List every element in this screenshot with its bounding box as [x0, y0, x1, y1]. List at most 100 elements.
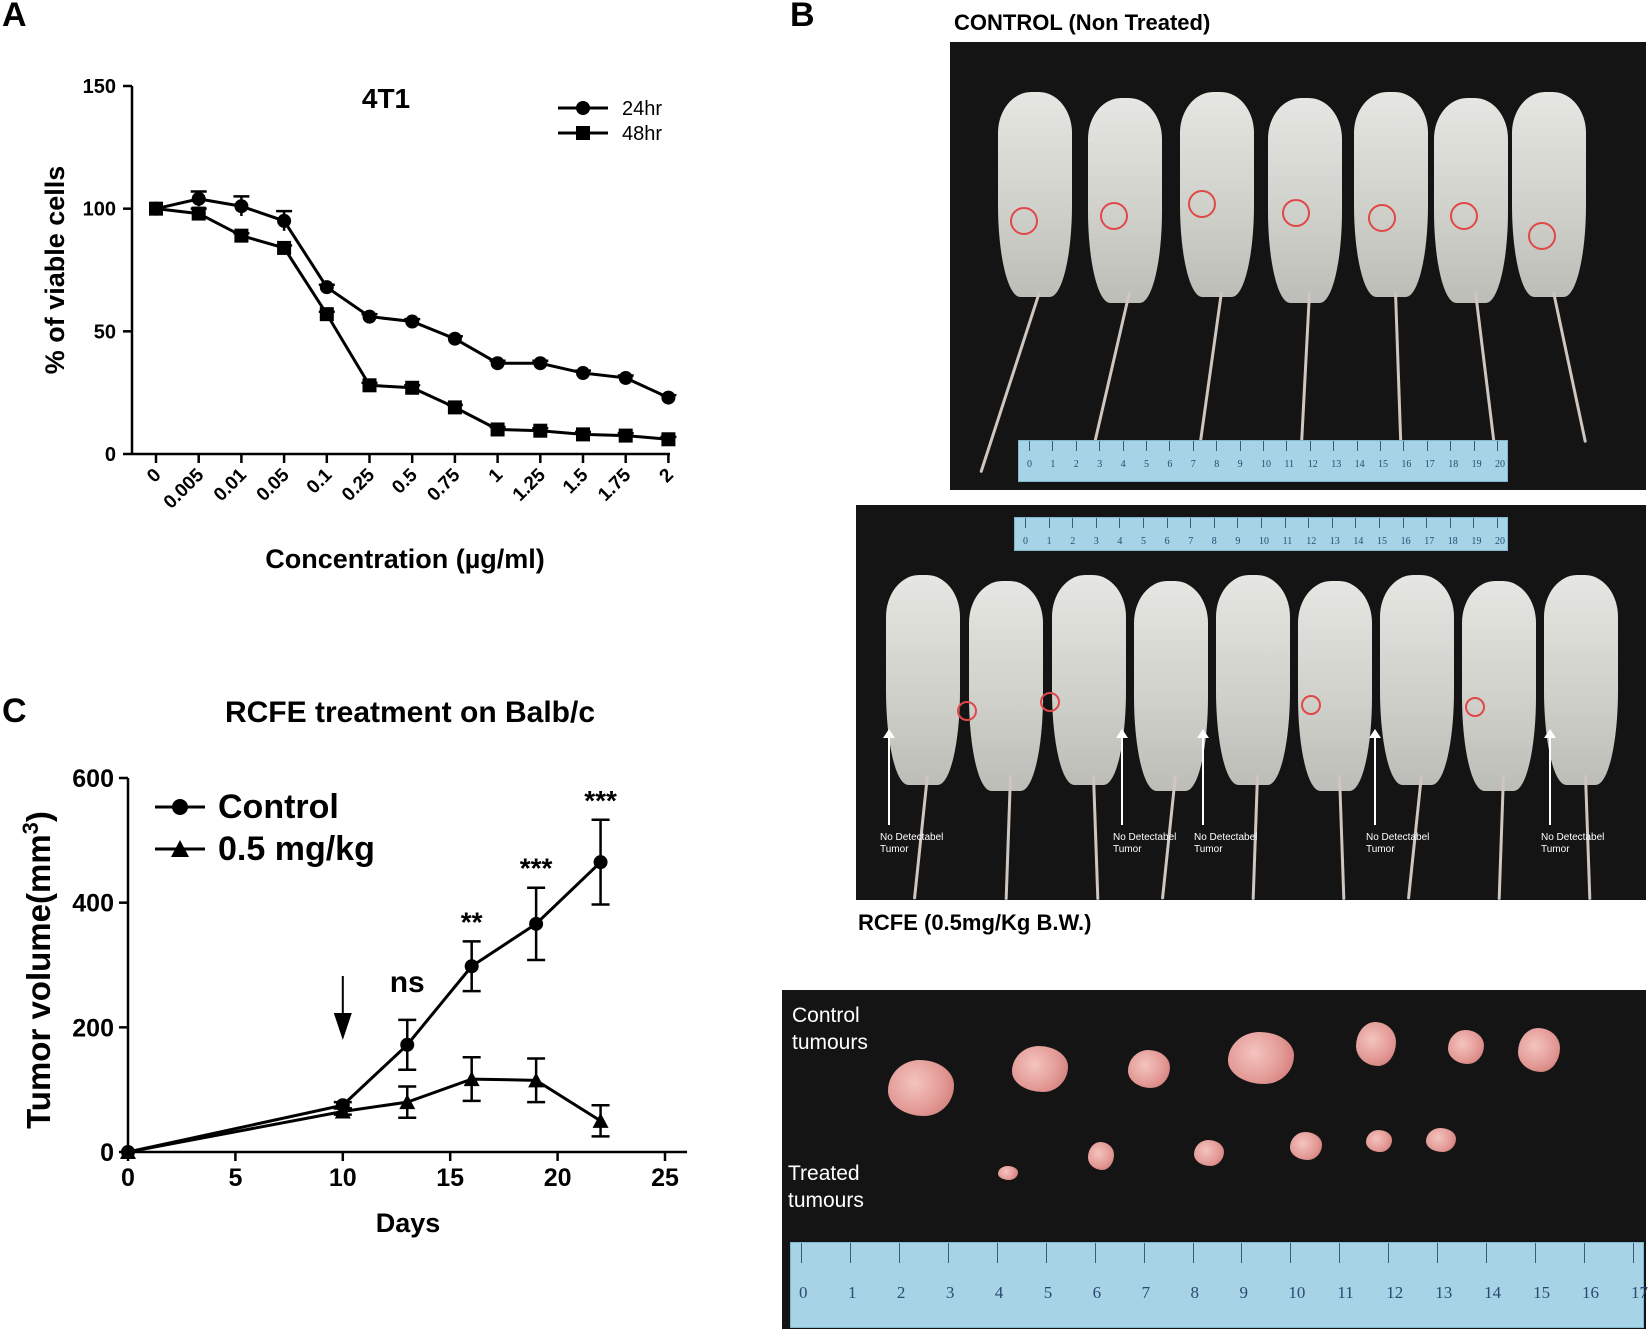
data-point-24hr	[362, 309, 377, 324]
data-point-48hr	[319, 307, 334, 322]
ruler-number: 2	[1070, 536, 1076, 547]
ruler-number: 5	[1144, 459, 1149, 470]
control-tumour	[1228, 1032, 1294, 1084]
ruler-tick	[1075, 441, 1077, 451]
ruler-number: 5	[1141, 536, 1146, 547]
data-point-48hr	[362, 378, 377, 393]
data-point-0.5 mg/kg	[120, 1144, 136, 1159]
data-point-24hr	[405, 314, 420, 329]
legend-label: 48hr	[622, 123, 662, 145]
ruler-tick	[1486, 1243, 1488, 1263]
data-point-48hr	[661, 432, 676, 447]
y-axis-label: % of viable cells	[40, 166, 70, 375]
mouse-tail	[1092, 774, 1100, 900]
ruler-tick	[1403, 441, 1405, 451]
panel-b-label: B	[790, 0, 815, 34]
mouse	[1434, 98, 1508, 303]
data-point-48hr	[277, 240, 292, 255]
ruler-number: 16	[1400, 536, 1411, 547]
data-point-24hr	[191, 191, 206, 206]
no-tumor-label: No Detectabel Tumor	[1113, 832, 1176, 856]
treated-tumour	[1366, 1130, 1392, 1152]
no-tumor-line: Tumor	[1113, 844, 1142, 855]
y-tick-label: 400	[72, 890, 114, 918]
x-tick-label: 15	[436, 1164, 464, 1192]
mouse	[1134, 581, 1208, 791]
ruler-tick	[1284, 518, 1286, 528]
control-tumour	[1128, 1050, 1170, 1088]
ruler-number: 8	[1214, 459, 1220, 470]
ruler-tick	[1290, 1243, 1292, 1263]
y-tick-label: 200	[72, 1014, 114, 1042]
control-tumour	[1012, 1046, 1068, 1092]
ruler-tick	[1190, 518, 1192, 528]
data-point-24hr	[661, 390, 676, 405]
ruler-number: 4	[994, 1283, 1004, 1302]
ruler-number: 10	[1288, 1283, 1306, 1302]
ruler-number: 10	[1259, 536, 1269, 547]
ruler-number: 3	[1093, 536, 1099, 547]
data-point-48hr	[191, 206, 206, 221]
y-tick-label: 50	[94, 321, 116, 343]
data-point-24hr	[618, 370, 633, 385]
treated-tumour	[998, 1166, 1018, 1180]
data-point-0.5 mg/kg	[334, 1103, 351, 1119]
ruler-tick	[1094, 1243, 1096, 1263]
control-mice-photo: 0 1 2 3 4 5 6 7 8 9 10 11 12 13 14 15 16 17 18 19 20	[950, 42, 1646, 490]
ruler-tick	[1146, 441, 1147, 451]
control-tumours-label: Control tumours	[792, 1004, 868, 1054]
no-tumor-line: Tumor	[1366, 844, 1395, 855]
ruler-number: 0	[1023, 536, 1028, 547]
ruler-number: 0	[1027, 459, 1032, 470]
x-tick-label: 0.005	[160, 464, 209, 513]
x-tick-label: 0	[143, 465, 165, 487]
ruler-tick	[1099, 441, 1101, 451]
ruler-number: 19	[1471, 536, 1482, 547]
x-tick-label: 0.5	[388, 464, 422, 498]
white-arrow	[888, 735, 890, 825]
ruler-tick	[1216, 441, 1218, 451]
ruler-number: 18	[1447, 536, 1458, 547]
x-tick-label: 1.25	[509, 464, 550, 505]
mouse-tail	[1299, 291, 1311, 464]
significance-label: **	[461, 906, 483, 937]
ruler-tick	[1355, 518, 1357, 528]
series-line-0.5 mg/kg	[127, 1077, 602, 1154]
x-tick-label: 0.01	[210, 464, 251, 505]
ruler-tick	[1473, 518, 1475, 528]
control-tumour	[1448, 1030, 1484, 1064]
ruler-tick	[1450, 441, 1452, 451]
ruler-tick	[1143, 518, 1144, 528]
ruler-number: 9	[1239, 1283, 1248, 1302]
data-point-24hr	[533, 356, 548, 371]
tumor-circle	[1040, 692, 1060, 712]
ruler-tick	[1052, 441, 1054, 451]
ruler-number: 15	[1377, 536, 1387, 547]
series-line-24hr	[155, 197, 670, 399]
ruler-number: 10	[1261, 459, 1271, 470]
ruler-tick	[1426, 518, 1428, 528]
x-tick-label: 0.75	[423, 464, 464, 505]
x-tick-label: 1.75	[594, 464, 635, 505]
data-point-48hr	[447, 400, 462, 415]
ruler-tick	[1192, 441, 1194, 451]
ruler: 0 1 2 3 4 5 6 7 8 9 10 11 12 13 14 15 16 17 18 19 20	[1018, 440, 1508, 482]
data-point-Control	[464, 959, 479, 974]
data-point-24hr	[576, 366, 590, 381]
series-line-Control	[127, 861, 602, 1154]
panel-a-label: A	[2, 0, 27, 34]
ruler-tick	[1584, 1243, 1586, 1263]
ruler-number: 1	[1046, 536, 1052, 547]
ruler-number: 9	[1237, 459, 1243, 470]
tumor-circle	[1188, 190, 1216, 218]
significance-label: ns	[390, 966, 425, 999]
data-point-24hr	[447, 331, 462, 346]
ruler-tick	[1331, 518, 1333, 528]
ruler: 0 1 2 3 4 5 6 7 8 9 10 11 12 13 14 15 16 17	[790, 1242, 1648, 1328]
control-tumour	[1518, 1028, 1560, 1072]
ruler-number: 4	[1117, 536, 1123, 547]
white-arrow-head	[1544, 729, 1556, 738]
ruler-number: 15	[1378, 459, 1388, 470]
legend-label: Control	[218, 788, 339, 826]
